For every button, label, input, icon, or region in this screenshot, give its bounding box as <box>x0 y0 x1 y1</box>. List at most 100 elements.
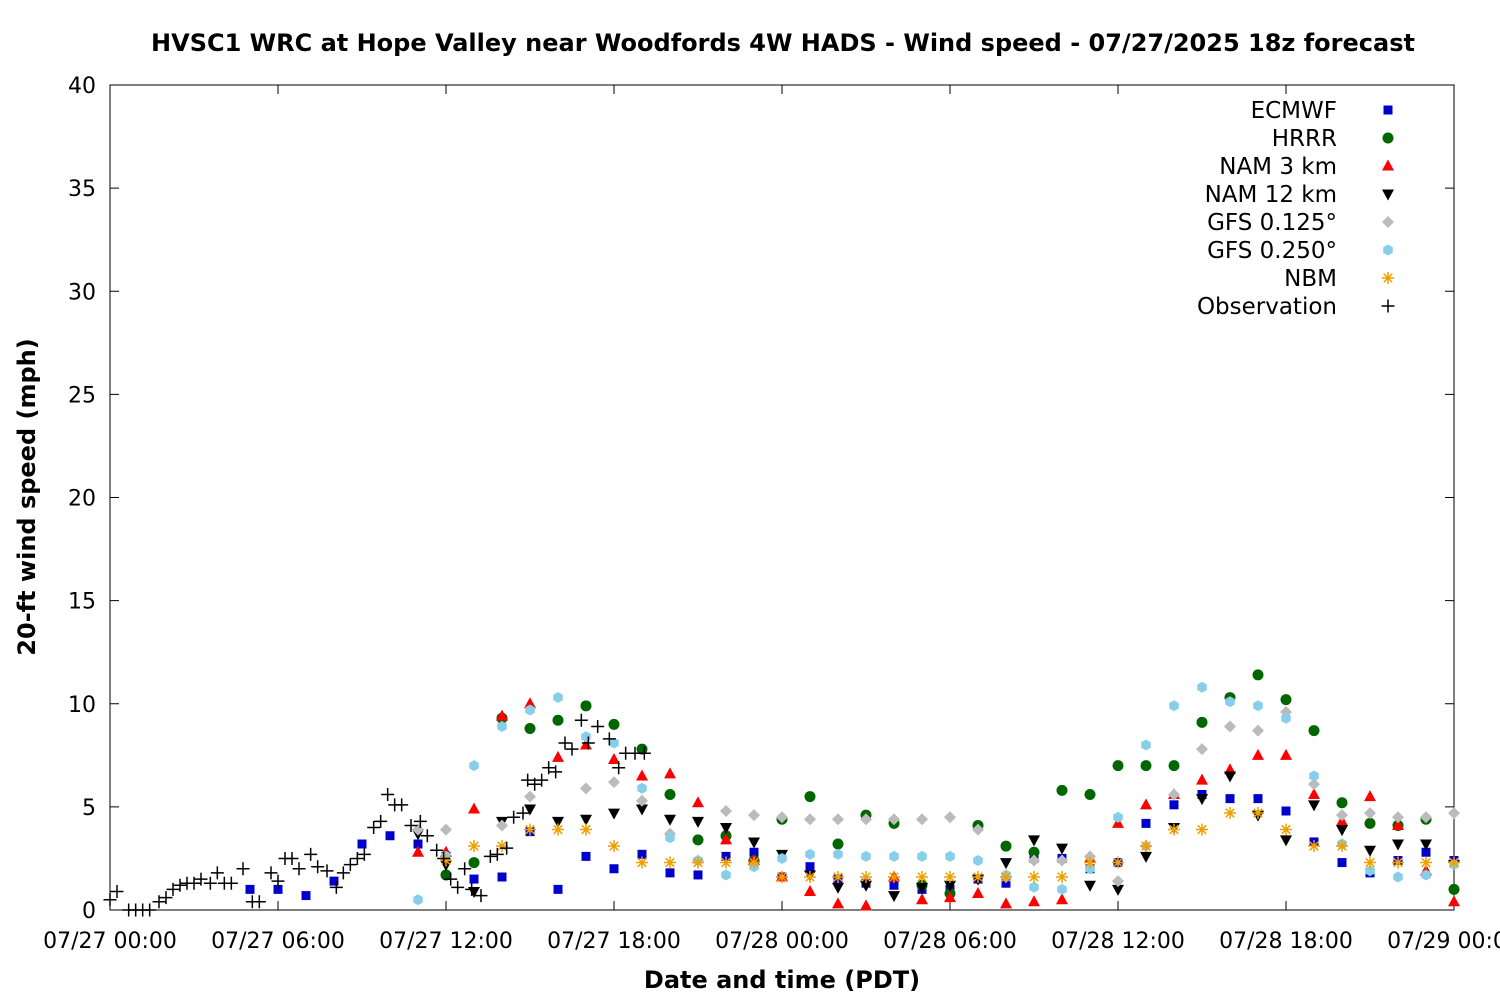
data-point <box>329 876 339 886</box>
data-point <box>1196 716 1208 728</box>
data-point <box>497 872 507 882</box>
data-point <box>245 884 255 894</box>
data-point <box>236 862 250 876</box>
data-point <box>469 760 479 772</box>
data-point <box>1308 800 1320 812</box>
data-point <box>944 811 956 824</box>
data-point <box>1308 725 1320 737</box>
data-point <box>1309 770 1319 782</box>
data-point <box>444 872 458 886</box>
data-point <box>608 718 620 730</box>
data-point <box>692 834 704 846</box>
legend-marker <box>1382 159 1394 171</box>
data-point <box>720 805 732 817</box>
data-point <box>285 851 299 865</box>
data-point <box>516 806 530 820</box>
x-axis-title: Date and time (PDT) <box>644 966 920 994</box>
data-point <box>608 840 620 853</box>
x-tick-label: 07/28 00:00 <box>715 929 849 954</box>
series-gfs-0-125 <box>412 706 1460 888</box>
data-point <box>194 872 208 886</box>
data-point <box>553 692 563 704</box>
legend-marker <box>1382 189 1394 201</box>
data-point <box>608 776 620 789</box>
data-point <box>1168 760 1180 772</box>
data-point <box>1392 856 1404 869</box>
data-point <box>805 848 815 860</box>
legend-label: Observation <box>1197 294 1337 320</box>
data-point <box>1196 823 1208 836</box>
data-point <box>552 750 564 762</box>
data-point <box>748 856 760 869</box>
data-point <box>1112 884 1124 896</box>
data-point <box>1252 748 1264 760</box>
data-point <box>252 895 266 909</box>
data-point <box>311 860 325 874</box>
data-point <box>973 855 983 866</box>
data-point <box>609 864 619 874</box>
legend-label: NBM <box>1284 266 1337 292</box>
data-point <box>1420 839 1432 851</box>
data-point <box>1028 895 1040 907</box>
data-point <box>721 851 731 861</box>
data-point <box>483 849 497 863</box>
y-tick-label: 35 <box>68 177 96 202</box>
x-axis: 07/27 00:00 07/27 06:00 07/27 12:00 07/27 1… <box>43 85 1500 954</box>
data-point <box>549 765 563 779</box>
data-point <box>1197 681 1207 693</box>
data-point <box>343 858 357 872</box>
data-point <box>1336 809 1348 822</box>
data-point <box>1420 856 1432 869</box>
data-point <box>1364 845 1376 857</box>
data-point <box>1141 739 1151 751</box>
data-point <box>917 850 927 862</box>
data-point <box>748 809 760 822</box>
data-point <box>1000 858 1012 870</box>
data-point <box>1448 895 1460 907</box>
data-point <box>468 857 480 869</box>
legend-marker <box>1382 272 1394 284</box>
data-point <box>524 723 536 734</box>
data-point <box>1280 748 1292 760</box>
data-point <box>565 742 579 756</box>
data-point <box>944 880 956 892</box>
data-point <box>1364 790 1376 802</box>
data-point <box>1420 811 1432 824</box>
data-point <box>496 819 508 832</box>
data-point <box>437 851 451 865</box>
data-point <box>553 884 563 894</box>
data-point <box>374 814 388 828</box>
y-tick-label: 10 <box>68 693 96 718</box>
data-point <box>944 871 956 883</box>
data-point <box>1001 878 1011 888</box>
data-point <box>1112 875 1124 888</box>
data-point <box>637 782 647 794</box>
data-point <box>496 840 508 853</box>
data-point <box>972 871 984 883</box>
data-point <box>720 833 732 845</box>
data-point <box>972 887 984 898</box>
data-point <box>1252 807 1264 820</box>
data-point <box>430 843 444 857</box>
data-point <box>916 893 928 905</box>
data-point <box>110 884 124 898</box>
data-point <box>888 891 900 903</box>
data-point <box>469 874 479 884</box>
data-point <box>860 880 872 892</box>
series-observation <box>103 713 651 917</box>
data-point <box>608 752 620 764</box>
data-point <box>916 882 928 894</box>
data-point <box>945 850 955 862</box>
data-point <box>1196 773 1208 785</box>
data-point <box>1280 823 1292 836</box>
data-point <box>664 767 676 779</box>
data-point <box>720 856 732 869</box>
x-tick-label: 07/28 06:00 <box>883 929 1017 954</box>
data-point <box>1392 839 1404 851</box>
data-point <box>832 871 844 883</box>
data-point <box>1253 700 1263 712</box>
data-point <box>1281 806 1291 816</box>
data-point <box>664 789 676 800</box>
legend-label: ECMWF <box>1251 98 1337 124</box>
